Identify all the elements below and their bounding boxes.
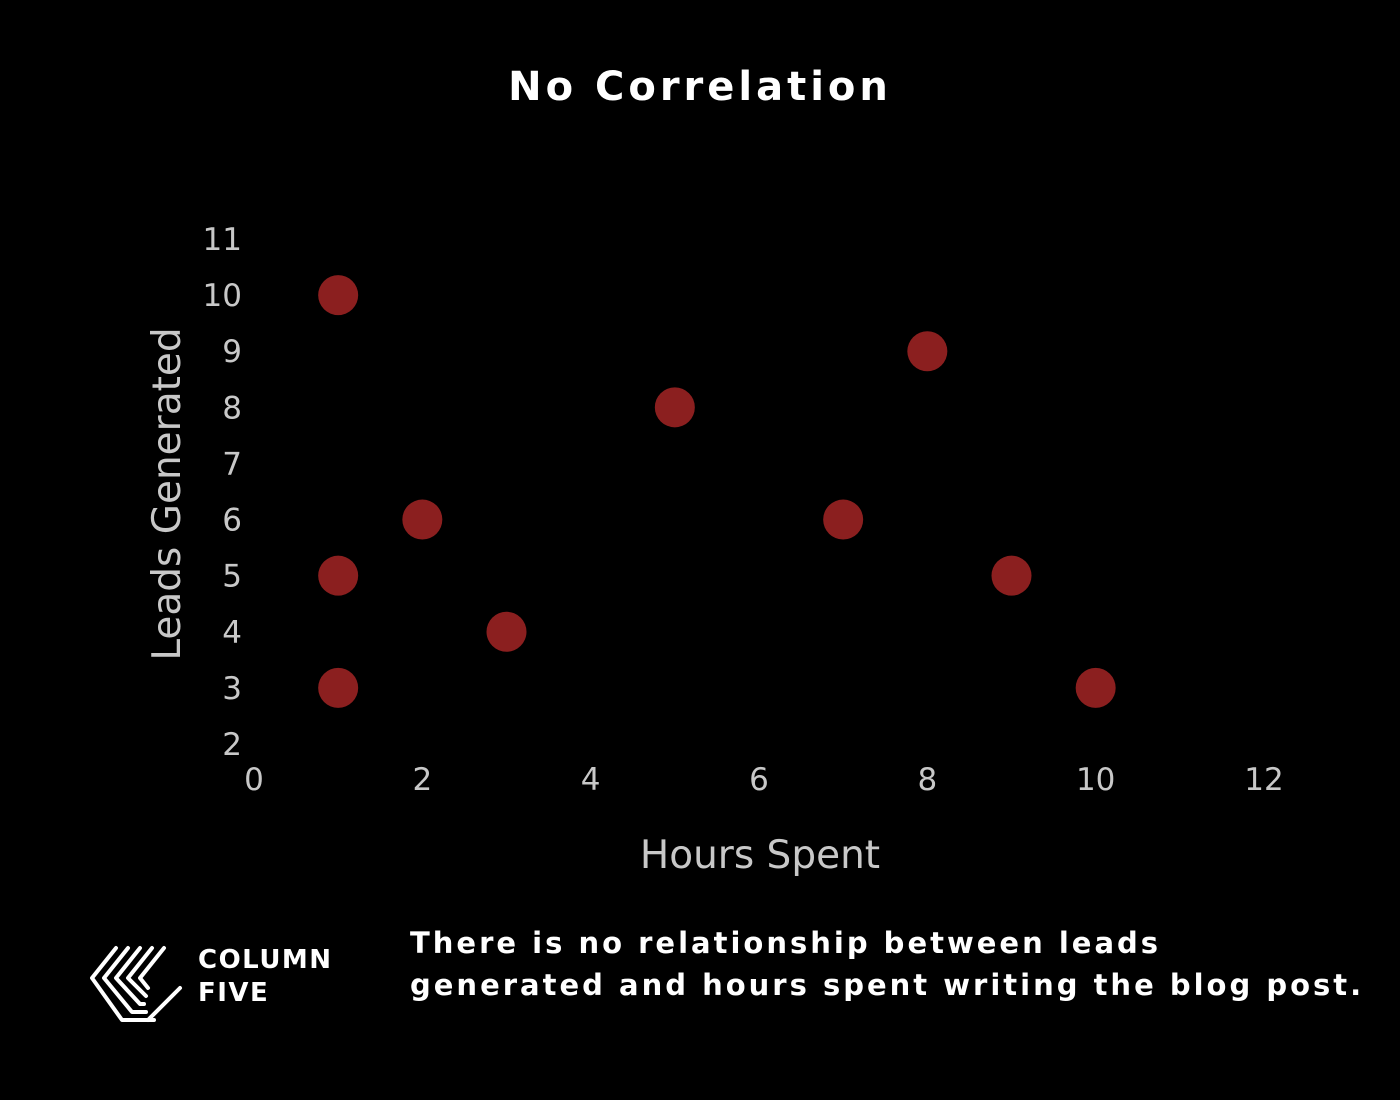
logo-line-1: COLUMN <box>198 945 333 975</box>
data-point <box>318 555 359 596</box>
y-axis-ticks: 2 3 4 5 6 7 8 9 10 11 <box>203 222 242 763</box>
data-point <box>402 499 443 540</box>
y-tick-label: 10 <box>203 278 242 314</box>
chart-caption: There is no relationship between leads g… <box>410 926 1365 1002</box>
data-point <box>907 331 948 372</box>
x-tick-label: 6 <box>749 762 769 798</box>
y-tick-label: 3 <box>222 671 242 707</box>
data-point <box>318 275 359 316</box>
x-tick-label: 4 <box>581 762 601 798</box>
data-points <box>318 275 1116 708</box>
x-axis-title: Hours Spent <box>640 833 880 878</box>
x-tick-label: 8 <box>917 762 937 798</box>
y-tick-label: 11 <box>203 222 242 258</box>
data-point <box>823 499 864 540</box>
x-tick-label: 0 <box>244 762 264 798</box>
column-five-logo: COLUMN FIVE <box>88 940 338 1030</box>
y-tick-label: 9 <box>222 334 242 370</box>
x-tick-label: 10 <box>1076 762 1115 798</box>
logo-wordmark: COLUMN FIVE <box>198 944 333 1010</box>
y-tick-label: 2 <box>222 727 242 763</box>
y-tick-label: 4 <box>222 615 242 651</box>
y-tick-label: 5 <box>222 559 242 595</box>
y-tick-label: 6 <box>222 503 242 539</box>
data-point <box>1075 667 1116 708</box>
data-point <box>486 611 527 652</box>
data-point <box>654 387 695 428</box>
chart-title: No Correlation <box>508 64 892 110</box>
logo-line-2: FIVE <box>198 978 270 1008</box>
y-tick-label: 8 <box>222 390 242 426</box>
x-tick-label: 12 <box>1244 762 1283 798</box>
data-point <box>318 667 359 708</box>
data-point <box>991 555 1032 596</box>
x-tick-label: 2 <box>412 762 432 798</box>
x-axis-ticks: 0 2 4 6 8 10 12 <box>244 762 1284 798</box>
column-five-logo-icon <box>90 946 182 1022</box>
y-tick-label: 7 <box>222 446 242 482</box>
y-axis-title: Leads Generated <box>145 327 190 660</box>
